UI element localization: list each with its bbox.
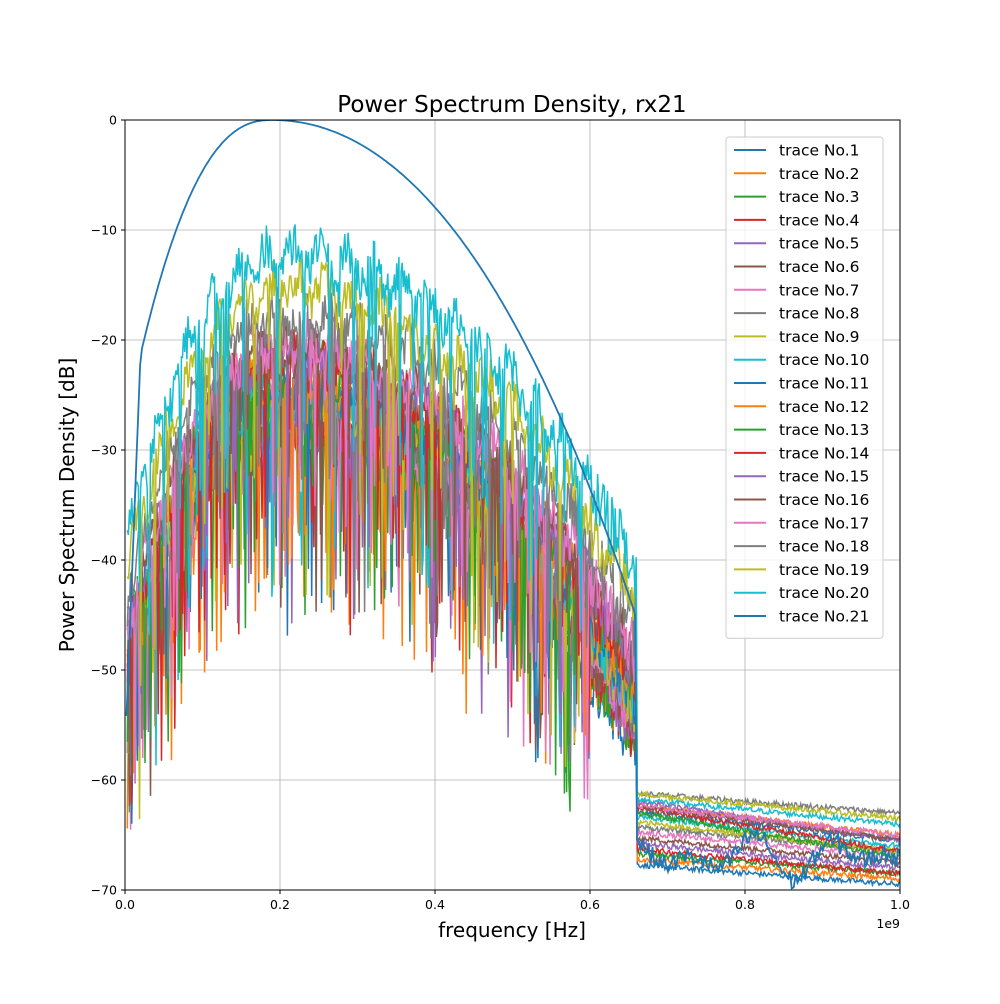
series-line-19 bbox=[126, 256, 900, 823]
x-tick-label: 0.4 bbox=[425, 897, 445, 912]
y-tick-label: −40 bbox=[91, 553, 117, 568]
legend-entry: trace No.16 bbox=[779, 491, 869, 509]
legend-entry: trace No.8 bbox=[779, 305, 860, 323]
legend-entry: trace No.20 bbox=[779, 584, 869, 602]
legend-entry: trace No.5 bbox=[779, 235, 860, 253]
legend-entry: trace No.10 bbox=[779, 351, 869, 369]
y-axis-ticks: 0 −10 −20 −30 −40 −50 −60 −70 bbox=[91, 113, 125, 898]
legend-entry: trace No.17 bbox=[779, 514, 869, 532]
series-line-20 bbox=[126, 224, 900, 829]
y-tick-label: 0 bbox=[109, 113, 117, 128]
y-tick-label: −30 bbox=[91, 443, 117, 458]
legend-entry: trace No.21 bbox=[779, 608, 869, 626]
legend-entry: trace No.1 bbox=[779, 142, 860, 160]
legend-entry: trace No.3 bbox=[779, 188, 860, 206]
legend-entry: trace No.2 bbox=[779, 165, 860, 183]
y-tick-label: −10 bbox=[91, 223, 117, 238]
y-tick-label: −60 bbox=[91, 773, 117, 788]
series-line-21 bbox=[125, 120, 900, 890]
series-lines bbox=[125, 120, 900, 890]
x-tick-label: 0.8 bbox=[735, 897, 755, 912]
legend-entry: trace No.7 bbox=[779, 281, 860, 299]
y-tick-label: −20 bbox=[91, 333, 117, 348]
legend-entry: trace No.9 bbox=[779, 328, 860, 346]
plot-frame bbox=[124, 119, 901, 891]
legend-entry: trace No.4 bbox=[779, 211, 860, 229]
y-tick-label: −70 bbox=[91, 883, 117, 898]
chart-title: Power Spectrum Density, rx21 bbox=[337, 92, 686, 118]
x-tick-label: 0.0 bbox=[115, 897, 135, 912]
legend-entry: trace No.19 bbox=[779, 561, 869, 579]
y-tick-label: −50 bbox=[91, 663, 117, 678]
x-tick-label: 0.2 bbox=[270, 897, 290, 912]
legend-entry: trace No.12 bbox=[779, 398, 869, 416]
x-tick-label: 1.0 bbox=[890, 897, 910, 912]
legend-entry: trace No.6 bbox=[779, 258, 860, 276]
legend: trace No.1 trace No.2 trace No.3 trace No.4… bbox=[725, 136, 884, 639]
x-tick-label: 0.6 bbox=[580, 897, 600, 912]
legend-entry: trace No.15 bbox=[779, 468, 869, 486]
x-axis-ticks: 0.0 0.2 0.4 0.6 0.8 1.0 bbox=[115, 890, 910, 912]
legend-entry: trace No.14 bbox=[779, 444, 869, 462]
legend-box bbox=[725, 136, 884, 639]
legend-entry: trace No.13 bbox=[779, 421, 869, 439]
x-axis-offset-text: 1e9 bbox=[876, 916, 900, 931]
legend-entry: trace No.18 bbox=[779, 538, 869, 556]
legend-entry: trace No.11 bbox=[779, 375, 869, 393]
y-axis-label: Power Spectrum Density [dB] bbox=[55, 358, 79, 653]
x-axis-label: frequency [Hz] bbox=[438, 918, 586, 942]
